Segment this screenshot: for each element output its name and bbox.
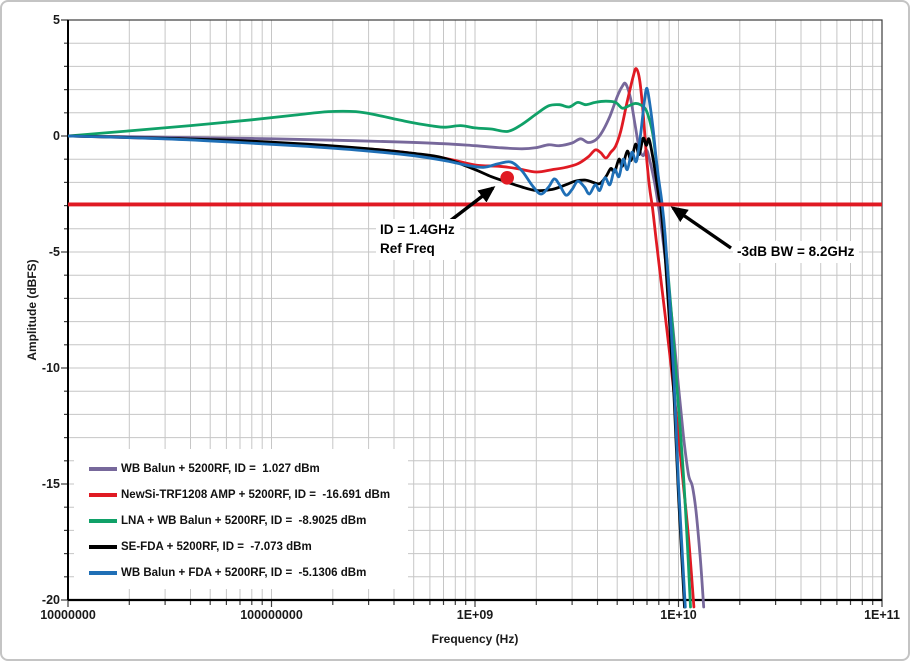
arrow-ref-freq — [444, 186, 496, 226]
legend-line-swatch — [89, 545, 117, 549]
annotation-bandwidth: -3dB BW = 8.2GHz — [733, 241, 860, 263]
y-axis-tick-label: -5 — [48, 244, 60, 259]
legend-label: WB Balun + FDA + 5200RF, ID = -5.1306 dB… — [121, 567, 367, 579]
x-axis-tick-label: 100000000 — [240, 608, 303, 622]
legend-line-swatch — [89, 571, 117, 575]
annotation-ref-freq-line1: ID = 1.4GHz — [380, 222, 455, 237]
legend-entry: LNA + WB Balun + 5200RF, ID = -8.9025 dB… — [89, 508, 408, 534]
annotation-ref-freq: ID = 1.4GHz Ref Freq — [376, 219, 460, 260]
annotation-ref-freq-line2: Ref Freq — [380, 241, 435, 256]
x-axis-tick-label: 1E+09 — [456, 608, 494, 622]
y-axis-tick-label: -15 — [41, 476, 60, 491]
series-line — [68, 134, 686, 609]
legend-label: LNA + WB Balun + 5200RF, ID = -8.9025 dB… — [121, 515, 367, 527]
legend-entry: NewSi-TRF1208 AMP + 5200RF, ID = -16.691… — [89, 482, 408, 508]
x-axis-tick-label: 1E+10 — [660, 608, 697, 622]
y-axis-tick-label: 5 — [53, 12, 60, 27]
legend-label: NewSi-TRF1208 AMP + 5200RF, ID = -16.691… — [121, 489, 391, 501]
y-axis-tick-label: -20 — [41, 592, 60, 607]
legend-line-swatch — [89, 493, 117, 497]
annotation-arrows — [444, 186, 732, 250]
legend-entry: WB Balun + 5200RF, ID = 1.027 dBm — [89, 456, 408, 482]
y-axis-tick-label: -10 — [41, 360, 60, 375]
ref-point-dot — [500, 171, 514, 185]
x-axis-title: Frequency (Hz) — [431, 632, 519, 646]
legend: WB Balun + 5200RF, ID = 1.027 dBm NewSi-T… — [74, 449, 408, 589]
series-line — [68, 86, 687, 609]
legend-entry: SE-FDA + 5200RF, ID = -7.073 dBm — [89, 534, 408, 560]
x-axis-tick-label: 1E+11 — [864, 608, 900, 622]
x-axis-tick-label: 10000000 — [40, 608, 96, 622]
y-axis-title: Amplitude (dBFS) — [25, 259, 39, 361]
legend-label: SE-FDA + 5200RF, ID = -7.073 dBm — [121, 541, 312, 553]
legend-line-swatch — [89, 467, 117, 471]
legend-line-swatch — [89, 519, 117, 523]
legend-label: WB Balun + 5200RF, ID = 1.027 dBm — [121, 463, 320, 475]
arrow-bandwidth — [670, 206, 732, 250]
legend-entry: WB Balun + FDA + 5200RF, ID = -5.1306 dB… — [89, 560, 408, 586]
data-series — [68, 67, 706, 609]
y-axis-tick-label: 0 — [53, 128, 60, 143]
